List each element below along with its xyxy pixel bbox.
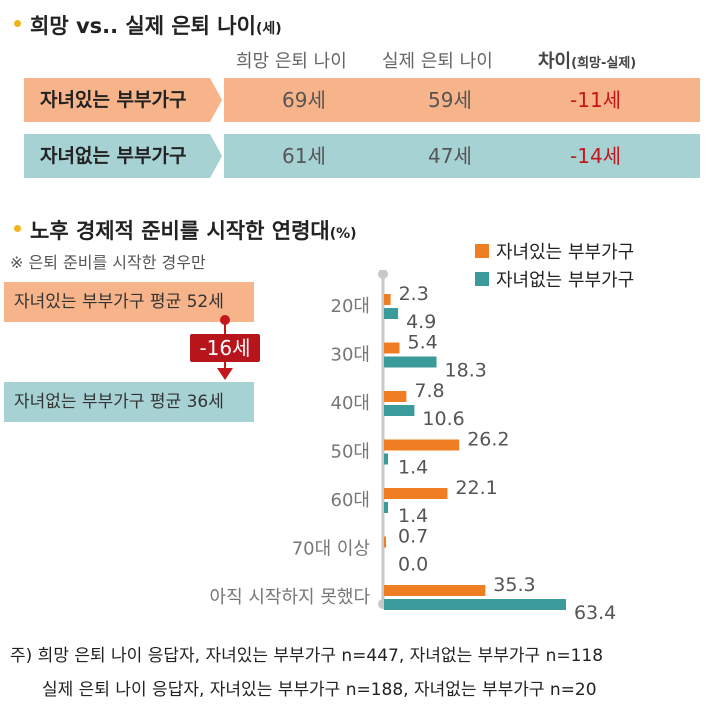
connector-arrow: [217, 368, 233, 380]
col-header-hope: 희망 은퇴 나이: [236, 51, 347, 72]
hope-age-value: 69세: [282, 88, 326, 112]
retire-row-with-children: 자녀있는 부부가구 69세 59세 -11세: [24, 78, 700, 122]
axis-cap-top: [378, 270, 388, 279]
average-diff-connector: -16세: [190, 315, 260, 380]
category-label: 70대 이상: [292, 539, 370, 560]
bar-with-children: [384, 585, 486, 596]
bar-value-label: 1.4: [398, 505, 428, 527]
footer-note-line1: 주) 희망 은퇴 나이 응답자, 자녀있는 부부가구 n=447, 자녀없는 부…: [10, 646, 604, 666]
bar-value-label: 10.6: [422, 408, 464, 430]
bar-with-children: [384, 391, 407, 402]
bar-value-label: 4.9: [406, 311, 436, 333]
bar-without-children: [384, 405, 415, 416]
col-header-actual: 실제 은퇴 나이: [382, 51, 493, 72]
bar-value-label: 1.4: [398, 457, 428, 479]
col-header-diff: 차이(희망-실제): [538, 51, 637, 72]
bar-value-label: 22.1: [455, 477, 497, 499]
row-band: [224, 134, 700, 178]
bar-value-label: 2.3: [399, 283, 429, 305]
bar-without-children: [384, 599, 566, 610]
bar-with-children: [384, 488, 448, 499]
bar-value-label: 26.2: [467, 429, 509, 451]
bar-value-label: 0.0: [398, 554, 428, 576]
section2-note: ※ 은퇴 준비를 시작한 경우만: [10, 253, 206, 272]
section2-title: 노후 경제적 준비를 시작한 연령대(%): [30, 219, 357, 243]
retire-row-without-children: 자녀없는 부부가구 61세 47세 -14세: [24, 134, 700, 178]
bar-with-children: [384, 536, 387, 548]
bar-value-label: 0.7: [398, 526, 428, 548]
bar-value-label: 7.8: [414, 380, 444, 402]
row-label: 자녀없는 부부가구: [24, 134, 222, 178]
section1-bullet: [14, 20, 21, 27]
bar-with-children: [384, 439, 460, 451]
legend-label-with: 자녀있는 부부가구: [496, 242, 635, 263]
bar-value-label: 18.3: [445, 360, 487, 382]
category-label: 20대: [331, 296, 370, 317]
legend-label-without: 자녀없는 부부가구: [496, 270, 635, 291]
legend-swatch-with: [475, 244, 489, 258]
bar-value-label: 35.3: [493, 574, 535, 596]
footer-note-line2: 실제 은퇴 나이 응답자, 자녀있는 부부가구 n=188, 자녀없는 부부가구…: [42, 680, 597, 700]
diff-value: -14세: [570, 144, 622, 168]
actual-age-value: 47세: [428, 144, 472, 168]
average-diff-label: -16세: [199, 336, 250, 360]
bar-without-children: [384, 356, 437, 368]
legend-swatch-without: [475, 272, 489, 286]
category-label: 아직 시작하지 못했다: [210, 587, 371, 608]
bar-without-children: [384, 308, 399, 319]
category-label: 50대: [331, 442, 370, 463]
average-with-children: 자녀있는 부부가구 평균 52세: [4, 282, 254, 322]
bar-with-children: [384, 342, 400, 354]
bar-value-label: 5.4: [407, 332, 437, 354]
bar-without-children: [384, 502, 389, 513]
age-bar-chart: 20대 2.3 4.9 30대 5.4 18.3 40대 7.8 10.6 50대 26.2 1.4 6…: [210, 270, 616, 624]
category-label: 60대: [331, 490, 370, 511]
actual-age-value: 59세: [428, 88, 472, 112]
category-label: 30대: [331, 345, 370, 366]
section2-bullet: [14, 225, 21, 232]
category-label: 40대: [331, 393, 370, 414]
bar-with-children: [384, 294, 391, 305]
row-label: 자녀있는 부부가구: [24, 78, 222, 122]
diff-value: -11세: [570, 88, 622, 112]
row-band: [224, 78, 700, 122]
bar-value-label: 63.4: [574, 602, 616, 624]
average-without-children: 자녀없는 부부가구 평균 36세: [4, 382, 254, 422]
section1-title: 희망 vs.. 실제 은퇴 나이(세): [30, 14, 282, 38]
bar-without-children: [384, 453, 389, 465]
average-diff-badge: [190, 334, 260, 362]
hope-age-value: 61세: [282, 144, 326, 168]
